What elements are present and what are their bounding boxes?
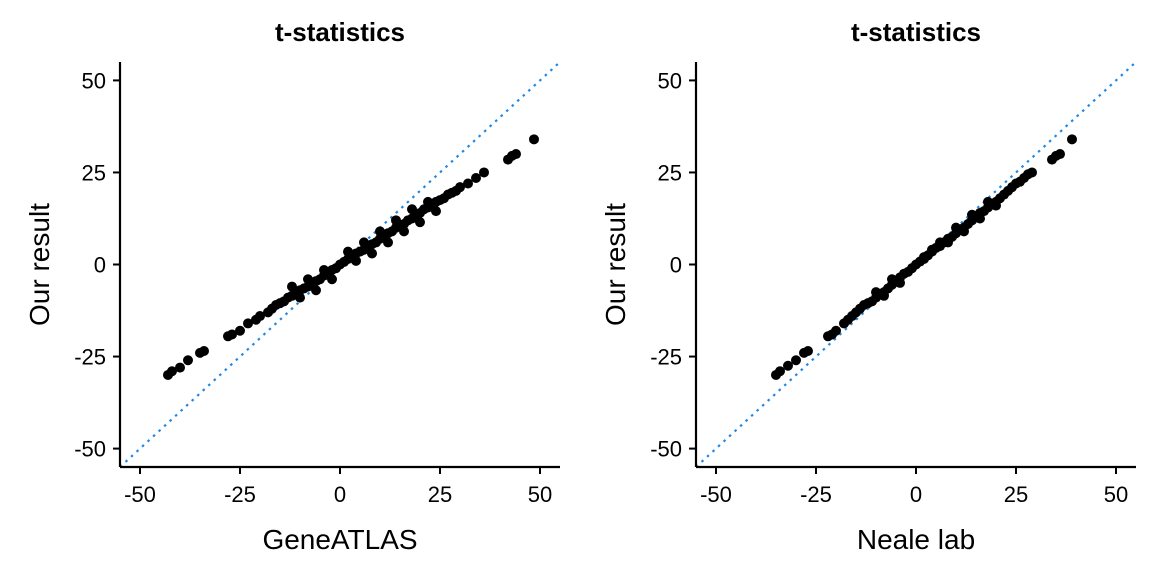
- data-point: [199, 346, 209, 357]
- data-point: [255, 311, 265, 322]
- data-point: [175, 362, 185, 373]
- data-point: [935, 237, 945, 248]
- data-point: [167, 366, 177, 377]
- data-point: [927, 244, 937, 255]
- data-point: [423, 196, 433, 207]
- data-point: [471, 172, 481, 183]
- y-tick-label: 25: [82, 160, 106, 185]
- x-tick-label: -25: [224, 482, 256, 507]
- data-point: [959, 226, 969, 237]
- panel-neale-lab: t-statistics Neale lab Our result -50 -25…: [600, 17, 1137, 555]
- data-point: [783, 360, 793, 371]
- data-point: [479, 167, 489, 178]
- data-point: [831, 325, 841, 336]
- y-tick-label: 50: [82, 68, 106, 93]
- data-point: [383, 237, 393, 248]
- data-point: [391, 215, 401, 226]
- y-axis-label: Our result: [24, 203, 55, 326]
- y-tick-label: -25: [74, 345, 106, 370]
- x-axis-label: Neale lab: [857, 524, 975, 555]
- y-tick-label: -50: [74, 437, 106, 462]
- reference-line: [695, 61, 1137, 468]
- data-point: [1055, 149, 1065, 160]
- data-point: [303, 274, 313, 285]
- data-point: [895, 277, 905, 288]
- data-point: [359, 237, 369, 248]
- data-point: [967, 209, 977, 220]
- data-point: [455, 182, 465, 193]
- data-point: [319, 265, 329, 276]
- data-point: [235, 325, 245, 336]
- panel-geneatlas: t-statistics GeneATLAS Our result -50 -25…: [24, 17, 561, 555]
- data-point: [295, 292, 305, 303]
- data-point: [343, 246, 353, 257]
- data-point: [183, 355, 193, 366]
- x-tick-label: 0: [910, 482, 922, 507]
- x-tick-label: 0: [334, 482, 346, 507]
- data-point: [983, 196, 993, 207]
- data-point: [1067, 134, 1077, 145]
- x-tick-label: 25: [428, 482, 452, 507]
- data-point: [243, 318, 253, 329]
- data-point: [431, 206, 441, 217]
- y-tick-label: 25: [658, 160, 682, 185]
- x-tick-label: -50: [700, 482, 732, 507]
- data-point: [529, 134, 539, 145]
- y-tick-label: -25: [650, 345, 682, 370]
- data-point: [803, 346, 813, 357]
- x-tick-label: -25: [800, 482, 832, 507]
- data-point: [943, 237, 953, 248]
- data-point: [1027, 167, 1037, 178]
- data-point: [327, 274, 337, 285]
- x-tick-label: 50: [1104, 482, 1128, 507]
- data-point: [919, 253, 929, 264]
- data-point: [415, 217, 425, 228]
- x-tick-label: -50: [124, 482, 156, 507]
- data-point: [879, 290, 889, 301]
- data-point: [975, 213, 985, 224]
- data-point: [463, 178, 473, 189]
- data-point: [791, 355, 801, 366]
- x-axis-label: GeneATLAS: [262, 524, 417, 555]
- x-tick-label: 25: [1004, 482, 1028, 507]
- data-point: [367, 248, 377, 259]
- y-tick-label: 0: [94, 253, 106, 278]
- x-tick-label: 50: [528, 482, 552, 507]
- data-point: [287, 281, 297, 292]
- y-axis-label: Our result: [600, 203, 631, 326]
- data-point: [227, 329, 237, 340]
- data-point: [871, 287, 881, 298]
- data-point: [887, 274, 897, 285]
- reference-line: [119, 61, 561, 468]
- data-point: [991, 200, 1001, 211]
- chart-title: t-statistics: [851, 17, 981, 47]
- data-point: [375, 226, 385, 237]
- data-point: [311, 285, 321, 296]
- data-point: [351, 255, 361, 266]
- data-point: [511, 149, 521, 160]
- data-point: [399, 226, 409, 237]
- data-point: [775, 366, 785, 377]
- y-tick-label: -50: [650, 437, 682, 462]
- data-point: [951, 222, 961, 233]
- chart-title: t-statistics: [275, 17, 405, 47]
- y-tick-label: 0: [670, 253, 682, 278]
- y-tick-label: 50: [658, 68, 682, 93]
- data-point: [407, 204, 417, 215]
